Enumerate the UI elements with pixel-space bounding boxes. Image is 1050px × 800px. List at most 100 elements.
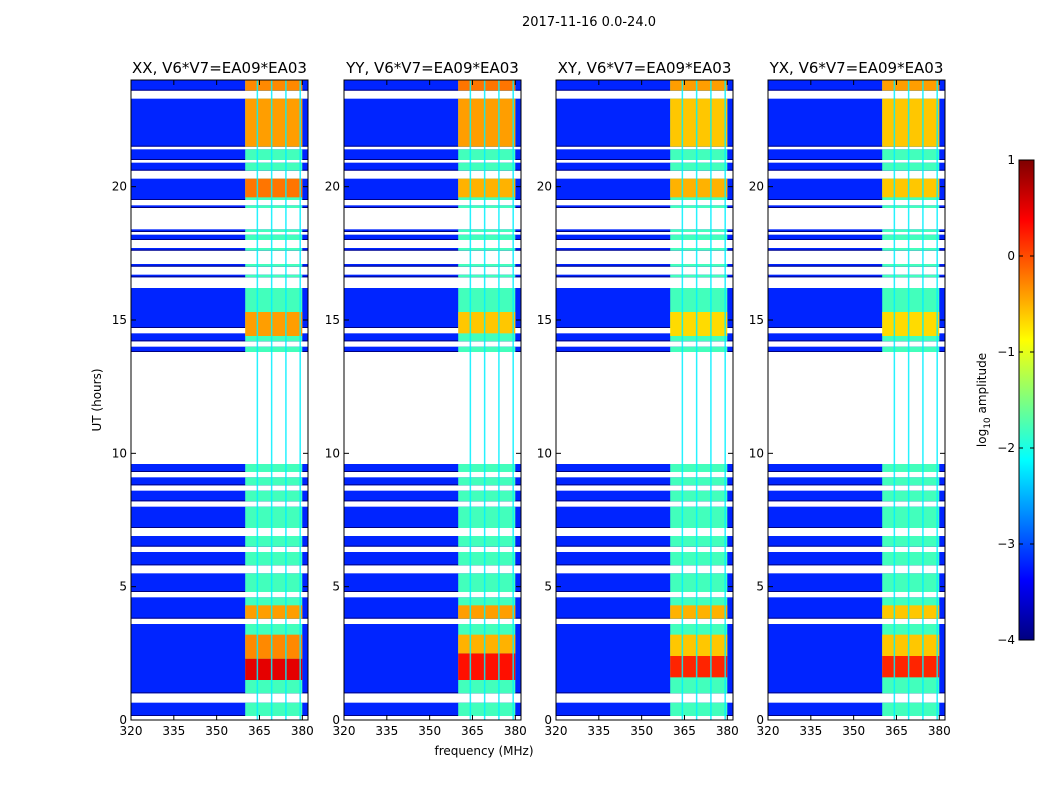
segment-edge bbox=[768, 327, 945, 328]
segment-edge bbox=[131, 207, 308, 208]
segment-edge bbox=[768, 545, 945, 547]
observed-segment bbox=[768, 274, 945, 278]
band-observed bbox=[670, 464, 728, 472]
subband-edge bbox=[256, 80, 259, 720]
band-segment bbox=[245, 634, 303, 659]
band-segment bbox=[670, 80, 728, 91]
segment-edge bbox=[344, 159, 521, 160]
observed-segment bbox=[768, 234, 945, 240]
segment-edge bbox=[344, 239, 521, 240]
observed-segment bbox=[768, 264, 945, 267]
band-observed bbox=[245, 248, 303, 251]
x-tick-label: 380 bbox=[716, 724, 739, 738]
band-observed bbox=[458, 264, 516, 267]
segment-edge bbox=[768, 471, 945, 472]
observed-segment bbox=[556, 536, 733, 547]
subband-edge bbox=[469, 80, 472, 720]
observed-segment bbox=[344, 80, 521, 91]
segment-edge bbox=[556, 692, 733, 694]
segment-edge bbox=[768, 159, 945, 160]
observed-segment bbox=[131, 274, 308, 278]
observed-segment bbox=[344, 229, 521, 232]
band-segment bbox=[245, 658, 303, 680]
band-segment bbox=[670, 312, 728, 336]
observed-segment bbox=[344, 264, 521, 267]
observed-segment bbox=[344, 248, 521, 251]
colorbar-tick-label: −2 bbox=[997, 441, 1015, 455]
y-tick-label: 5 bbox=[119, 580, 127, 594]
band-segment bbox=[882, 605, 940, 619]
y-tick-label: 15 bbox=[112, 313, 127, 327]
segment-edge bbox=[344, 276, 521, 278]
observed-segment bbox=[131, 346, 308, 352]
band-segment bbox=[670, 605, 728, 619]
x-tick-label: 335 bbox=[375, 724, 398, 738]
panels: XX, V6*V7=EA09*EA03 320 335 350 365 380 0 5 10 15… bbox=[112, 59, 951, 738]
segment-edge bbox=[344, 471, 521, 472]
colorbar-tick-label: 1 bbox=[1007, 153, 1015, 167]
segment-edge bbox=[768, 617, 945, 619]
colorbar-tick-label: 0 bbox=[1007, 249, 1015, 263]
y-tick-label: 20 bbox=[112, 180, 127, 194]
subband-edge bbox=[936, 80, 938, 720]
band-observed bbox=[670, 229, 728, 232]
observed-segment bbox=[131, 536, 308, 547]
band-segment bbox=[458, 653, 516, 680]
observed-segment bbox=[556, 149, 733, 160]
segment-edge bbox=[131, 340, 308, 342]
band-observed bbox=[245, 490, 303, 502]
colorbar-tick-label: −1 bbox=[997, 345, 1015, 359]
segment-edge bbox=[131, 231, 308, 232]
observed-segment bbox=[556, 205, 733, 208]
band-observed bbox=[882, 536, 940, 547]
segment-edge bbox=[768, 484, 945, 486]
band-observed bbox=[458, 490, 516, 502]
segment-edge bbox=[556, 617, 733, 619]
band-segment bbox=[882, 656, 940, 678]
segment-edge bbox=[131, 351, 308, 352]
band-observed bbox=[882, 552, 940, 566]
segment-edge bbox=[556, 169, 733, 171]
band-observed bbox=[458, 333, 516, 342]
subband-edge bbox=[724, 80, 726, 720]
observed-segment bbox=[768, 333, 945, 342]
y-tick-label: 15 bbox=[749, 313, 764, 327]
y-tick-label: 15 bbox=[325, 313, 340, 327]
band-observed bbox=[670, 477, 728, 486]
band-segment bbox=[245, 98, 303, 147]
band-observed bbox=[670, 248, 728, 251]
x-tick-label: 380 bbox=[291, 724, 314, 738]
segment-edge bbox=[556, 207, 733, 208]
band-segment bbox=[458, 634, 516, 654]
observed-segment bbox=[556, 346, 733, 352]
segment-edge bbox=[768, 564, 945, 566]
segment-edge bbox=[344, 484, 521, 486]
x-tick-label: 350 bbox=[418, 724, 441, 738]
segment-edge bbox=[131, 545, 308, 547]
band-observed bbox=[245, 274, 303, 278]
subband-edge bbox=[498, 80, 500, 720]
segment-edge bbox=[344, 591, 521, 592]
band-observed bbox=[245, 162, 303, 171]
segment-edge bbox=[344, 527, 521, 528]
band-segment bbox=[670, 178, 728, 198]
subband-edge bbox=[299, 80, 301, 720]
segment-edge bbox=[768, 89, 945, 91]
subband-edge bbox=[681, 80, 684, 720]
x-tick-label: 365 bbox=[248, 724, 271, 738]
observed-segment bbox=[556, 264, 733, 267]
colorbar-gradient bbox=[1018, 159, 1035, 641]
segment-edge bbox=[768, 145, 945, 147]
y-tick-label: 0 bbox=[119, 713, 127, 727]
observed-segment bbox=[131, 464, 308, 472]
heatmap-plot-area bbox=[768, 80, 945, 720]
segment-edge bbox=[131, 327, 308, 328]
x-tick-label: 320 bbox=[545, 724, 568, 738]
y-axis-label: UT (hours) bbox=[90, 368, 104, 431]
segment-edge bbox=[344, 715, 521, 716]
band-observed bbox=[245, 552, 303, 566]
segment-edge bbox=[131, 89, 308, 91]
observed-segment bbox=[344, 333, 521, 342]
y-tick-label: 5 bbox=[544, 580, 552, 594]
